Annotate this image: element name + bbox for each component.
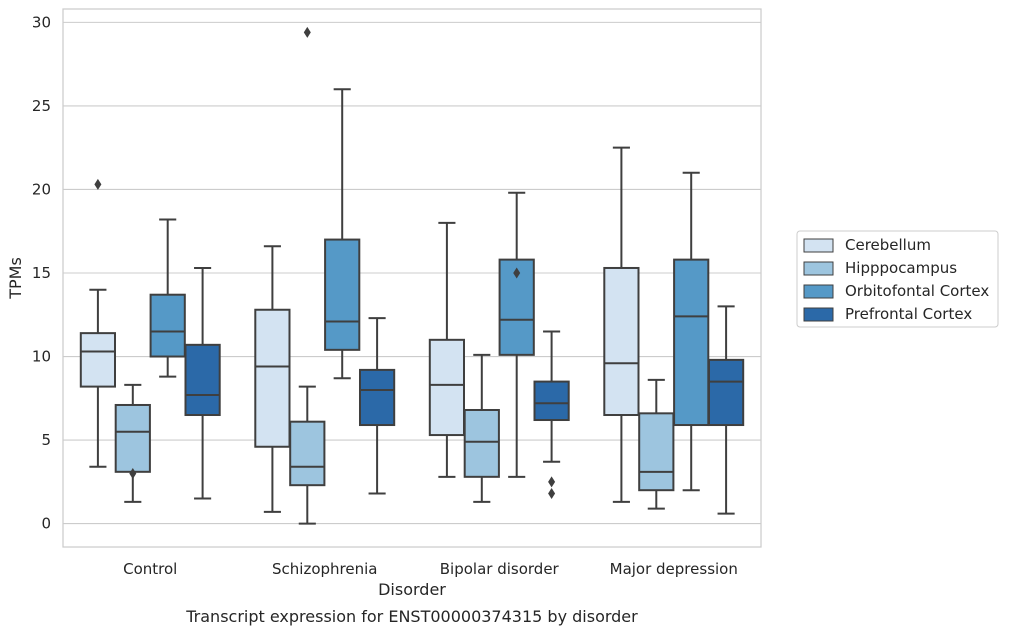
box-0-1 xyxy=(254,245,291,513)
outlier-point xyxy=(513,267,521,279)
box-2-2 xyxy=(498,191,535,478)
legend-label: Hipppocampus xyxy=(845,259,957,277)
box-body xyxy=(254,308,291,448)
box-0-2 xyxy=(428,221,466,478)
y-tick-label: 30 xyxy=(32,13,51,31)
box-body xyxy=(79,332,117,388)
legend-label: Prefrontal Cortex xyxy=(845,305,972,323)
box-body xyxy=(149,293,186,358)
outlier-point xyxy=(303,26,311,38)
y-tick-label: 0 xyxy=(41,515,51,533)
outlier-point xyxy=(94,178,102,190)
legend-label: Cerebellum xyxy=(845,236,931,254)
outlier-point xyxy=(129,467,137,479)
legend-swatch xyxy=(803,284,834,299)
box-3-1 xyxy=(358,317,396,495)
box-2-0 xyxy=(149,218,186,378)
legend-swatch xyxy=(803,261,834,276)
legend-label: Orbitofontal Cortex xyxy=(845,282,989,300)
legend-frame xyxy=(796,230,999,328)
box-1-2 xyxy=(463,353,500,503)
box-3-0 xyxy=(184,266,221,500)
x-tick-label: Major depression xyxy=(610,560,738,578)
box-0-0 xyxy=(79,178,117,468)
box-body xyxy=(638,412,675,492)
legend-swatch xyxy=(803,307,834,322)
box-body xyxy=(289,420,326,487)
box-body xyxy=(114,403,151,473)
outlier-point xyxy=(548,476,556,488)
box-1-0 xyxy=(114,383,151,503)
y-axis-label: TPMs xyxy=(6,257,25,300)
box-3-3 xyxy=(707,305,745,515)
box-2-1 xyxy=(324,88,361,380)
box-body xyxy=(358,368,396,427)
box-body xyxy=(463,408,500,478)
box-3-2 xyxy=(533,330,570,500)
box-body xyxy=(707,358,745,427)
box-0-3 xyxy=(603,146,640,503)
legend: Cerebellum Hipppocampus Orbitofontal Corte… xyxy=(796,230,999,328)
x-tick-label: Bipolar disorder xyxy=(440,560,560,578)
box-body xyxy=(673,258,710,427)
outlier-point xyxy=(548,488,556,500)
box-1-1 xyxy=(289,26,326,525)
box-body xyxy=(184,343,221,417)
y-tick-label: 10 xyxy=(32,348,51,366)
box-layer xyxy=(79,26,745,525)
box-body xyxy=(603,266,640,417)
tick-layer: 0 5 10 15 20 25 30 Control Schizophrenia Bipolar … xyxy=(32,13,738,578)
plot-frame xyxy=(62,8,762,548)
y-tick-label: 25 xyxy=(32,97,51,115)
box-body xyxy=(428,338,466,437)
figure-caption: Transcript expression for ENST0000037431… xyxy=(185,607,638,626)
box-body xyxy=(533,380,570,422)
box-2-3 xyxy=(673,171,710,492)
y-tick-label: 5 xyxy=(41,431,51,449)
box-1-3 xyxy=(638,378,675,510)
y-tick-label: 15 xyxy=(32,264,51,282)
x-tick-label: Schizophrenia xyxy=(272,560,377,578)
y-tick-label: 20 xyxy=(32,180,51,198)
legend-swatch xyxy=(803,238,834,253)
x-tick-label: Control xyxy=(123,560,177,578)
x-axis-label: Disorder xyxy=(378,580,446,599)
box-body xyxy=(324,238,361,351)
legend-items: Cerebellum Hipppocampus Orbitofontal Corte… xyxy=(803,236,989,323)
